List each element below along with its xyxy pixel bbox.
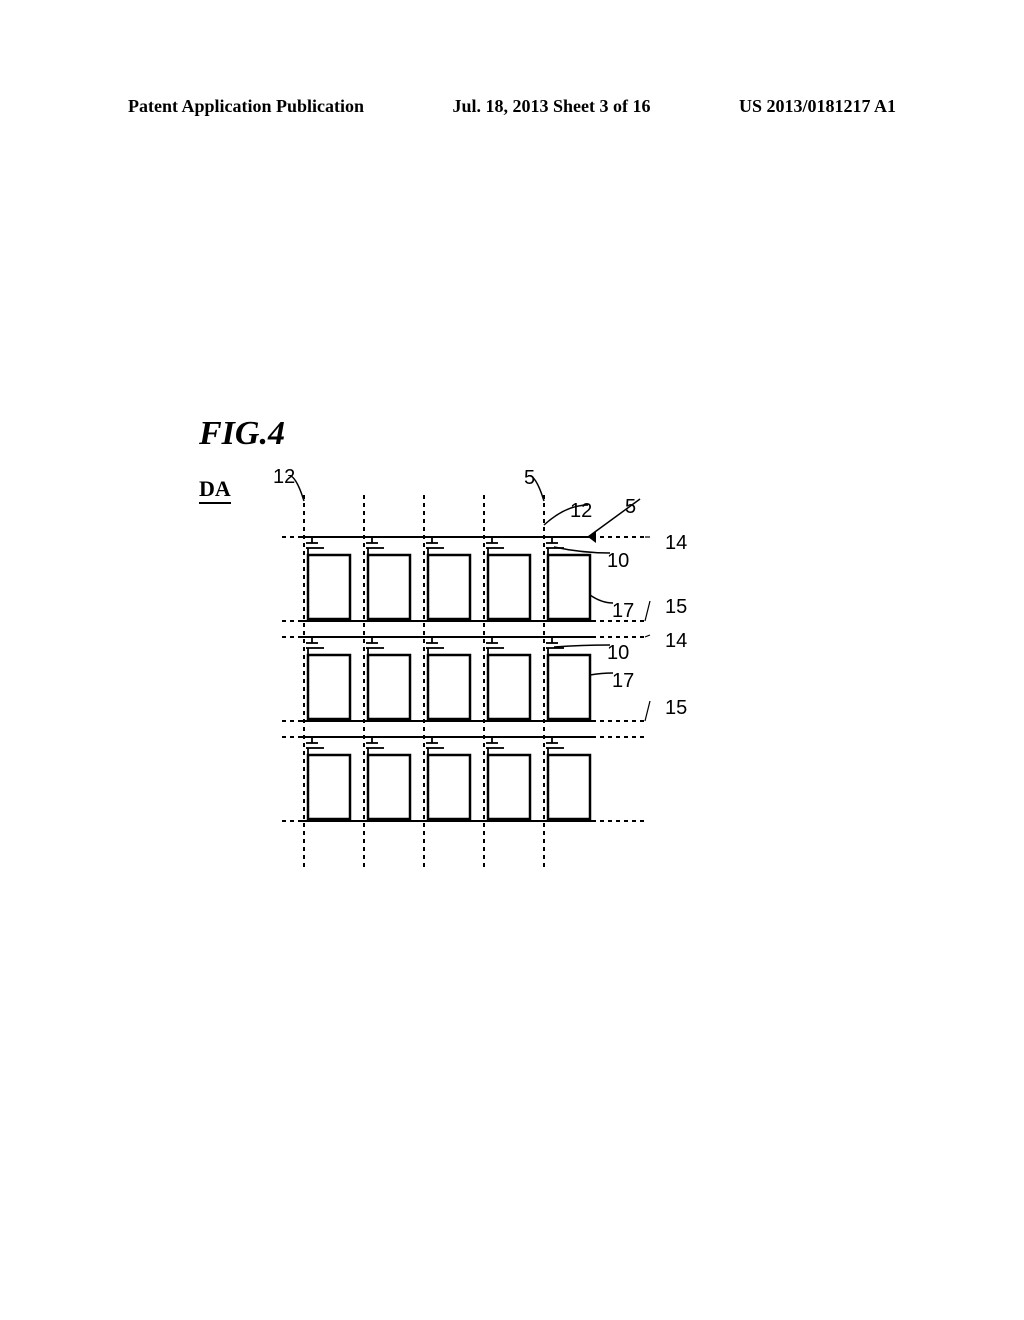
da-label: DA [199,476,231,504]
header-left: Patent Application Publication [128,96,364,117]
ref-12-right: 12 [570,500,592,523]
ref-5-right: 5 [625,496,636,519]
ref-14-b: 14 [665,630,687,653]
ref-10-a: 10 [607,550,629,573]
ref-10-b: 10 [607,642,629,665]
page-header: Patent Application Publication Jul. 18, … [0,96,1024,117]
ref-5-top: 5 [524,467,535,490]
ref-12-top: 12 [273,466,295,489]
ref-15-a: 15 [665,596,687,619]
ref-15-b: 15 [665,697,687,720]
figure-title: FIG.4 [199,415,285,453]
header-right: US 2013/0181217 A1 [739,96,896,117]
header-center: Jul. 18, 2013 Sheet 3 of 16 [453,96,651,117]
ref-14-a: 14 [665,532,687,555]
ref-17-b: 17 [612,670,634,693]
ref-17-a: 17 [612,600,634,623]
